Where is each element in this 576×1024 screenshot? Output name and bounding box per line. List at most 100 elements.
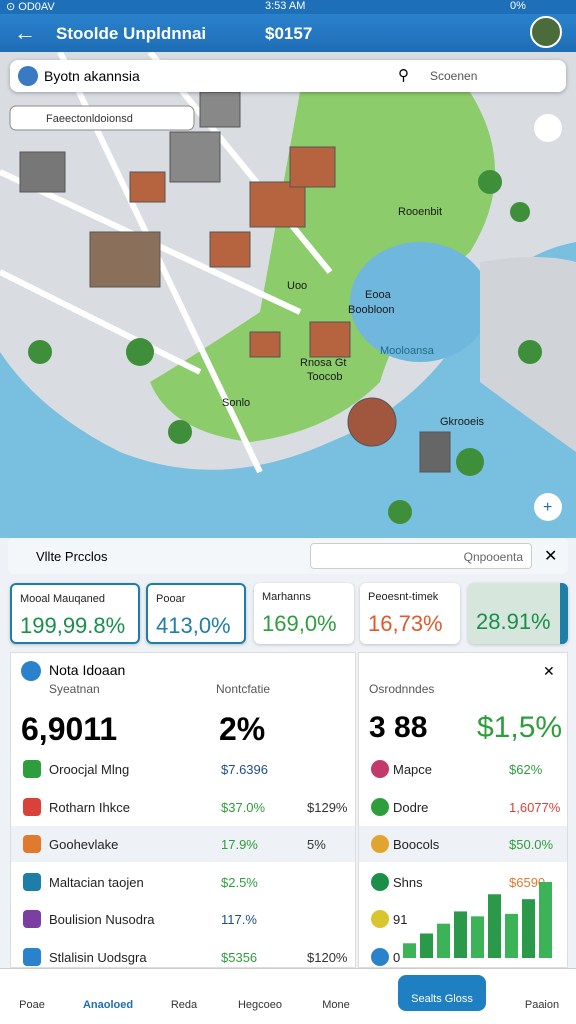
row-name: Stlalisin Uodsgra	[49, 949, 147, 965]
close-button[interactable]: ✕	[544, 548, 558, 565]
map-label[interactable]: Uoo	[287, 280, 307, 292]
zoom-button[interactable]	[534, 493, 562, 521]
table-row[interactable]: Stlalisin Uodsgra $5356 $120%	[11, 939, 355, 975]
row-value: 17.9%	[221, 837, 258, 852]
row-value: $6590	[509, 874, 546, 890]
bar	[505, 913, 518, 958]
metric-label: Peoesnt-timek	[368, 591, 439, 603]
row-name: Maltacian taojen	[49, 874, 144, 890]
status-bar: ⊙ OD0AV 3:53 AM 0%	[0, 0, 576, 14]
bar	[539, 882, 552, 958]
side-row: Shns $6590	[359, 864, 567, 900]
header-title: Stoolde Unpldnnai	[56, 24, 207, 43]
avatar[interactable]	[530, 16, 562, 48]
row-icon	[371, 872, 389, 891]
row-name: Rotharn Ihkce	[49, 799, 130, 815]
back-button[interactable]: ←	[14, 20, 36, 45]
row-icon	[23, 872, 41, 891]
row-value: $50.0%	[509, 837, 554, 852]
row-icon	[23, 835, 41, 853]
row-name: Shns	[393, 874, 423, 890]
nav-item[interactable]: Anaoloed	[82, 999, 134, 1011]
side-row: 0	[359, 939, 567, 975]
panel-title: Vllte Prcclos	[36, 549, 108, 564]
panel-input[interactable]: Qnpooenta	[310, 543, 532, 569]
battery: 0%	[510, 0, 526, 12]
row-name: 0	[393, 949, 401, 965]
map-label[interactable]: Sonlo	[222, 397, 250, 409]
big-number: $1,5%	[477, 711, 563, 744]
metric-value: 28.91%	[476, 609, 551, 634]
row-value: $2.5%	[221, 874, 258, 890]
table-row[interactable]: Boulision Nusodra 117.%	[11, 901, 355, 937]
row-name: Dodre	[393, 799, 429, 815]
table-row[interactable]: Rotharn Ihkce $37.0% $129%	[11, 789, 355, 825]
row-value: $37.0%	[221, 799, 266, 815]
metric-card[interactable]: Marhanns 169,0%	[254, 583, 354, 644]
app-header: ← Stoolde Unpldnnai $0157	[0, 14, 576, 52]
map-label[interactable]: Rnosa Gt	[300, 357, 346, 369]
mini-bar-chart	[403, 882, 552, 958]
bar	[454, 911, 467, 958]
bar	[420, 933, 433, 958]
bar	[437, 923, 450, 958]
search-placeholder: Scoenen	[430, 69, 478, 83]
row-icon	[23, 797, 41, 816]
metric-value: 169,0%	[262, 611, 337, 636]
metric-card[interactable]: Mooal Mauqaned 199,99.8%	[10, 583, 140, 644]
metric-value: 16,73%	[368, 611, 443, 636]
nav-item[interactable]: Paaion	[524, 999, 560, 1011]
nav-button[interactable]: Sealts Gloss	[398, 975, 486, 1011]
row-icon	[371, 947, 389, 966]
side-row: Dodre 1,6077%	[359, 789, 567, 825]
row-name: Oroocjal Mlng	[49, 762, 130, 777]
bar	[522, 899, 535, 958]
stats-subtitle: Syeatnan	[49, 682, 100, 696]
row-value: $62%	[509, 762, 543, 777]
column-header: Nontcfatie	[216, 682, 271, 696]
map-chip[interactable]	[9, 105, 195, 131]
nav-item[interactable]: Poae	[19, 999, 45, 1011]
row-value: 117.%	[221, 912, 257, 927]
side-row: Boocols $50.0%	[359, 826, 567, 862]
bottom-nav: Poae Anaoloed Reda Hegcoeo Mone Sealts Gloss P…	[0, 968, 576, 1024]
clock: 3:53 AM	[265, 0, 306, 12]
stats-table: Nota Idoaan Syeatnan Nontcfatie 6,9011 2…	[10, 652, 356, 968]
map-label[interactable]: Boobloon	[348, 304, 395, 316]
nav-item[interactable]: Mone	[322, 999, 350, 1011]
row-value: $5356	[221, 949, 258, 965]
bar	[403, 943, 416, 958]
metric-card[interactable]: 28.91%	[468, 583, 568, 644]
header-amount: $0157	[265, 24, 313, 43]
map-label[interactable]: Rooenbit	[398, 206, 442, 218]
side-row: Mapce $62%	[359, 751, 567, 787]
row-icon	[371, 797, 389, 816]
metric-value: 199,99.8%	[20, 613, 126, 638]
map-label[interactable]: Mooloansa	[380, 345, 435, 357]
big-number: 3 88	[369, 711, 428, 744]
metric-card[interactable]: Pooar 413,0%	[146, 583, 246, 644]
svg-text:+: +	[543, 499, 552, 516]
close-button[interactable]: ✕	[543, 663, 555, 679]
row-name: Goohevlake	[49, 837, 119, 852]
map[interactable]: Rooenbit Uoo Eooa Boobloon Mooloansa Rno…	[0, 52, 576, 538]
map-label[interactable]: Toocob	[307, 371, 342, 383]
table-row[interactable]: Maltacian taojen $2.5%	[11, 864, 355, 900]
carrier: ⊙ OD0AV	[6, 1, 55, 13]
metric-label: Marhanns	[262, 591, 311, 603]
row-value: 5%	[307, 837, 326, 852]
table-row[interactable]: Oroocjal Mlng $7.6396	[11, 751, 355, 787]
row-name: Mapce	[393, 762, 433, 777]
locate-button[interactable]	[534, 114, 562, 142]
nav-item[interactable]: Reda	[170, 999, 198, 1011]
metric-card[interactable]: Peoesnt-timek 16,73%	[360, 583, 460, 644]
row-value: $7.6396	[221, 762, 268, 777]
map-label[interactable]: Eooa	[365, 289, 392, 301]
row-icon	[23, 910, 41, 928]
search-bar[interactable]: Byotn akannsia ⚲ Scoenen	[10, 60, 566, 92]
search-location: Byotn akannsia	[44, 68, 140, 84]
nav-item[interactable]: Hegcoeo	[237, 999, 283, 1011]
table-row[interactable]: Goohevlake 17.9% 5%	[11, 826, 355, 862]
map-label[interactable]: Gkrooeis	[440, 416, 485, 428]
metric-label: Mooal Mauqaned	[20, 593, 106, 605]
